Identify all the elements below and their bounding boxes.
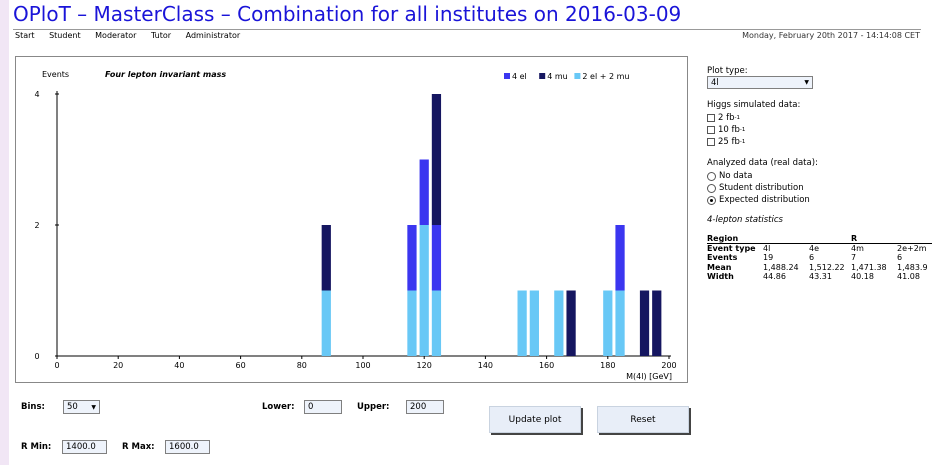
- side-panel: Plot type: 4l ▼ Higgs simulated data: 2 …: [707, 66, 934, 282]
- checkbox-icon[interactable]: [707, 114, 715, 122]
- bins-select[interactable]: 50 ▼: [63, 400, 100, 414]
- bar-segment: [407, 225, 417, 291]
- rmax-label: R Max:: [122, 442, 155, 452]
- bar-segment: [321, 225, 331, 291]
- bar-segment: [407, 290, 417, 356]
- stats-header-cell: [763, 234, 809, 244]
- plot-type-select[interactable]: 4l ▼: [707, 76, 813, 89]
- analyzed-option-no-data[interactable]: No data: [707, 170, 934, 182]
- stats-title: 4-lepton statistics: [707, 215, 783, 225]
- stats-header-cell: R: [851, 234, 897, 244]
- bar-segment: [431, 94, 442, 225]
- plot-type-label: Plot type:: [707, 66, 748, 76]
- plot-type-value: 4l: [711, 77, 719, 88]
- higgs-option-25fb[interactable]: 25 fb -1: [707, 136, 934, 148]
- radio-selected-icon[interactable]: [707, 195, 716, 205]
- higgs-option-2fb[interactable]: 2 fb -1: [707, 112, 934, 124]
- legend-swatch: [539, 73, 546, 79]
- bar-segment: [639, 290, 650, 356]
- bar-segment: [517, 290, 527, 356]
- bar-segment: [529, 290, 539, 356]
- rmin-label: R Min:: [21, 442, 52, 452]
- x-tick-label: 40: [174, 361, 184, 370]
- bar-segment: [431, 225, 442, 291]
- rmin-input[interactable]: 1400.0: [62, 440, 107, 454]
- checkbox-icon[interactable]: [707, 126, 715, 134]
- legend-swatch: [574, 73, 581, 79]
- table-row: Mean 1,488.24 1,512.22 1,471.38 1,483.9: [707, 262, 928, 272]
- table-row: Event type 4l 4e 4m 2e+2m: [707, 244, 927, 253]
- higgs-option-10fb[interactable]: 10 fb -1: [707, 124, 934, 136]
- bar-segment: [615, 225, 625, 291]
- bins-label: Bins:: [21, 402, 45, 412]
- x-tick-label: 120: [417, 361, 432, 370]
- x-tick-label: 60: [236, 361, 246, 370]
- table-row: Width 44.86 43.31 40.18 41.08: [707, 272, 920, 282]
- stats-table: Region R Event type 4l 4e 4m 2e+2m Event…: [707, 234, 932, 282]
- nav-tutor[interactable]: Tutor: [151, 31, 172, 40]
- bar-segment: [554, 290, 564, 356]
- x-tick-label: 20: [113, 361, 123, 370]
- rmax-input[interactable]: 1600.0: [165, 440, 210, 454]
- y-tick-label: 0: [34, 352, 39, 361]
- x-axis-label: M(4l) [GeV]: [626, 372, 672, 381]
- x-tick-label: 100: [355, 361, 370, 370]
- bar-segment: [603, 290, 613, 356]
- lower-label: Lower:: [262, 402, 295, 412]
- radio-icon[interactable]: [707, 171, 716, 181]
- checkbox-icon[interactable]: [707, 138, 715, 146]
- page-title: OPloT – MasterClass – Combination for al…: [13, 2, 682, 26]
- stats-header-cell: [809, 234, 851, 244]
- x-tick-label: 0: [54, 361, 59, 370]
- histogram-chart: 0 20 40 60 80 100 120 140 160 180 200 0 2 4 Events Four…: [34, 70, 676, 381]
- analyzed-label: Analyzed data (real data):: [707, 158, 818, 168]
- nav-start[interactable]: Start: [15, 31, 35, 40]
- bar-segment: [419, 225, 429, 356]
- chevron-down-icon: ▼: [804, 79, 809, 86]
- x-tick-label: 200: [661, 361, 676, 370]
- nav-moderator[interactable]: Moderator: [95, 31, 137, 40]
- nav-administrator[interactable]: Administrator: [185, 31, 241, 40]
- legend-swatch: [504, 73, 510, 79]
- reset-button[interactable]: Reset: [597, 406, 689, 433]
- legend-label: 4 el: [512, 72, 527, 81]
- x-tick-label: 140: [478, 361, 493, 370]
- page-edge: [0, 0, 9, 465]
- bar-segment: [419, 159, 429, 225]
- plot-frame: 0 20 40 60 80 100 120 140 160 180 200 0 2 4 Events Four…: [15, 56, 688, 383]
- analyzed-option-expected[interactable]: Expected distribution: [707, 194, 934, 206]
- legend-label: 2 el + 2 mu: [582, 72, 629, 81]
- bar-segment: [566, 290, 576, 356]
- title-divider: [13, 29, 921, 30]
- nav-student[interactable]: Student: [49, 31, 81, 40]
- higgs-label: Higgs simulated data:: [707, 100, 801, 110]
- legend-label: 4 mu: [547, 72, 568, 81]
- bar-segment: [652, 290, 662, 356]
- stats-header-cell: Region: [707, 234, 763, 244]
- upper-input[interactable]: 200: [406, 400, 444, 414]
- table-row: Events 19 6 7 6: [707, 253, 903, 263]
- chevron-down-icon: ▼: [91, 403, 96, 411]
- stats-header-cell: [897, 234, 932, 244]
- x-tick-label: 160: [539, 361, 554, 370]
- bar-segment: [615, 290, 625, 356]
- y-axis-label: Events: [42, 70, 69, 79]
- radio-icon[interactable]: [707, 183, 716, 193]
- bar-segment: [431, 290, 442, 356]
- bar-segment: [321, 290, 331, 356]
- x-tick-label: 180: [600, 361, 615, 370]
- y-tick-label: 4: [34, 90, 39, 99]
- current-date: Monday, February 20th 2017 - 14:14:08 CE…: [742, 31, 920, 40]
- main-nav: Start Student Moderator Tutor Administra…: [15, 31, 252, 40]
- x-tick-label: 80: [297, 361, 307, 370]
- analyzed-option-student[interactable]: Student distribution: [707, 182, 934, 194]
- y-tick-label: 2: [34, 221, 39, 230]
- update-plot-button[interactable]: Update plot: [489, 406, 581, 433]
- lower-input[interactable]: 0: [304, 400, 342, 414]
- upper-label: Upper:: [357, 402, 390, 412]
- chart-title: Four lepton invariant mass: [105, 70, 226, 79]
- bins-value: 50: [67, 402, 78, 412]
